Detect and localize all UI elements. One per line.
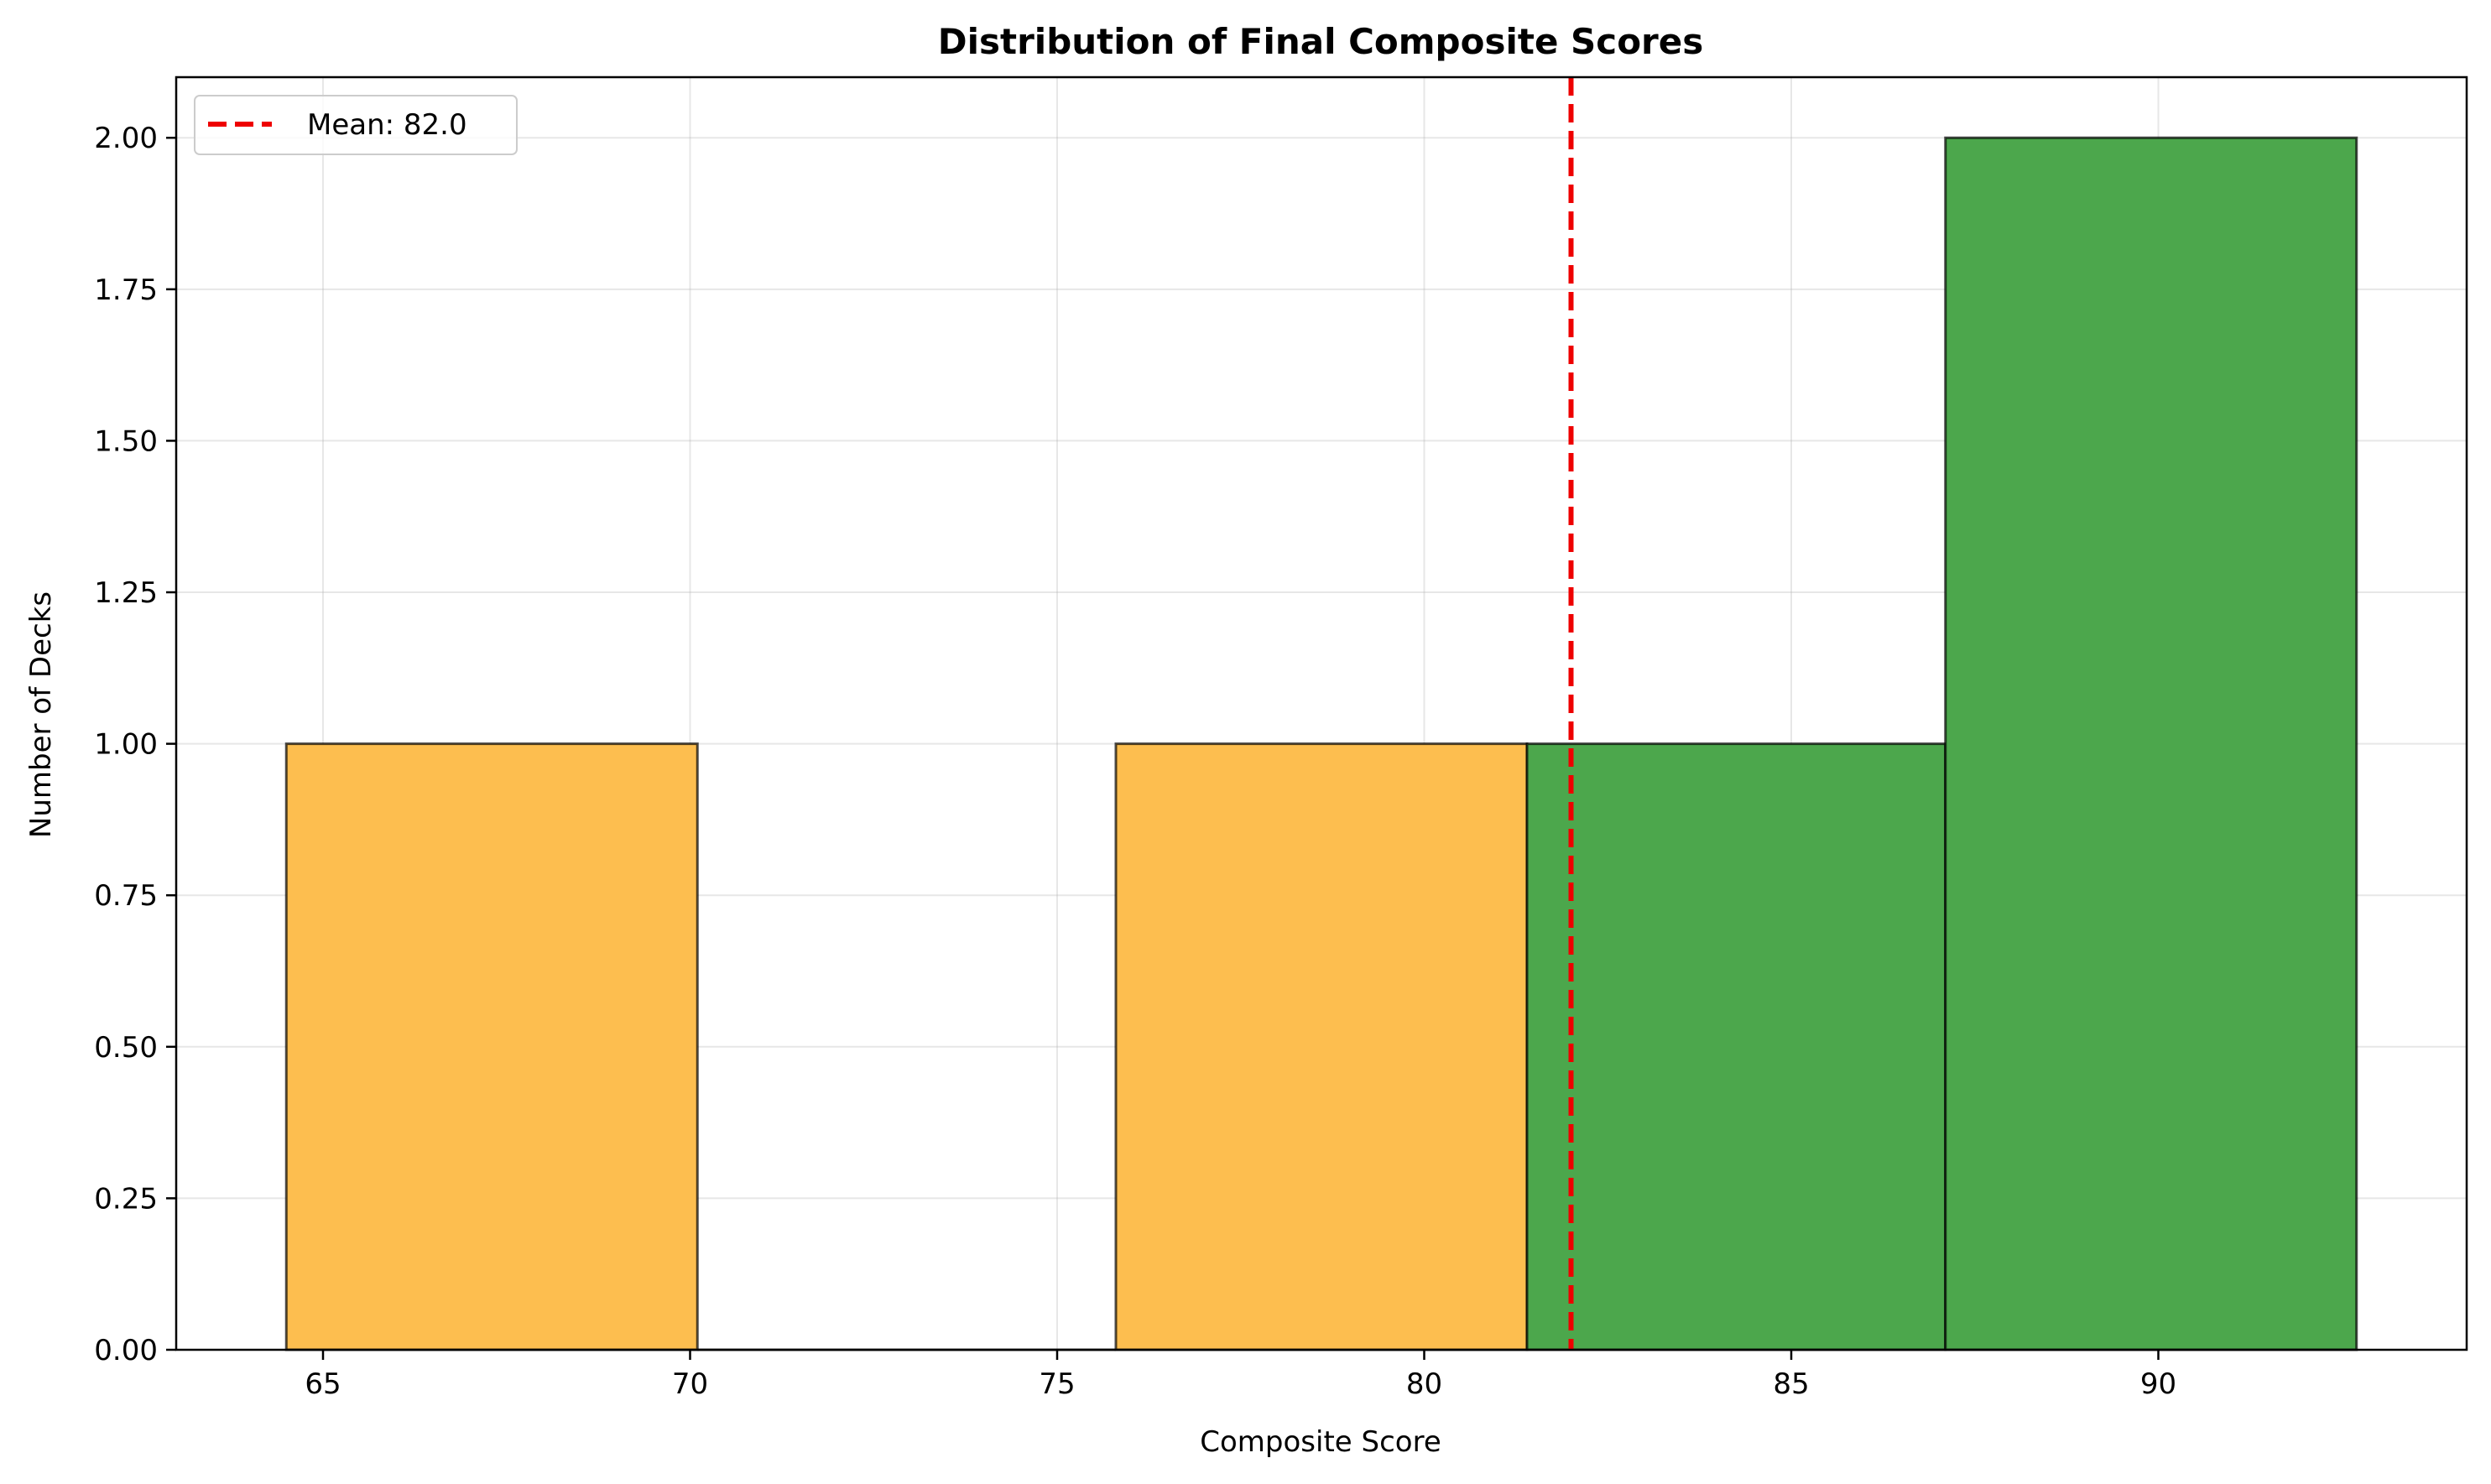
- y-tick-label-2: 0.50: [94, 1031, 158, 1065]
- chart-title: Distribution of Final Composite Scores: [938, 21, 1704, 62]
- x-tick-label-4: 85: [1773, 1367, 1809, 1401]
- x-tick-label-1: 70: [672, 1367, 708, 1401]
- histogram-bar-2: [1114, 742, 1529, 1351]
- y-tick-label-3: 0.75: [94, 879, 158, 913]
- y-tick-label-6: 1.50: [94, 424, 158, 458]
- x-tick-label-0: 65: [305, 1367, 341, 1401]
- legend-mean-label: Mean: 82.0: [307, 108, 467, 142]
- x-tick-label-3: 80: [1406, 1367, 1442, 1401]
- legend-box: [194, 95, 518, 155]
- x-tick-label-5: 90: [2140, 1367, 2176, 1401]
- x-tick-label-2: 75: [1039, 1367, 1075, 1401]
- y-tick-label-8: 2.00: [94, 122, 158, 155]
- axes-frame: [175, 76, 2468, 1351]
- ticks: 65 70 75 80 85 90 0.00 0.25 0.50 0.75 1.00 1.25 1.50…: [94, 122, 2176, 1401]
- y-tick-label-5: 1.25: [94, 576, 158, 610]
- axes: [175, 76, 2468, 1351]
- y-tick-label-1: 0.25: [94, 1182, 158, 1216]
- y-tick-label-7: 1.75: [94, 273, 158, 307]
- y-tick-label-4: 1.00: [94, 728, 158, 762]
- histogram-bar-3: [1525, 742, 1947, 1351]
- legend: Mean: 82.0: [194, 95, 518, 155]
- y-axis-label: Number of Decks: [24, 591, 58, 838]
- x-axis-label: Composite Score: [1200, 1425, 1441, 1459]
- histogram-bar-4: [1944, 136, 2358, 1351]
- histogram-bar-0: [284, 742, 699, 1351]
- y-tick-label-0: 0.00: [94, 1334, 158, 1367]
